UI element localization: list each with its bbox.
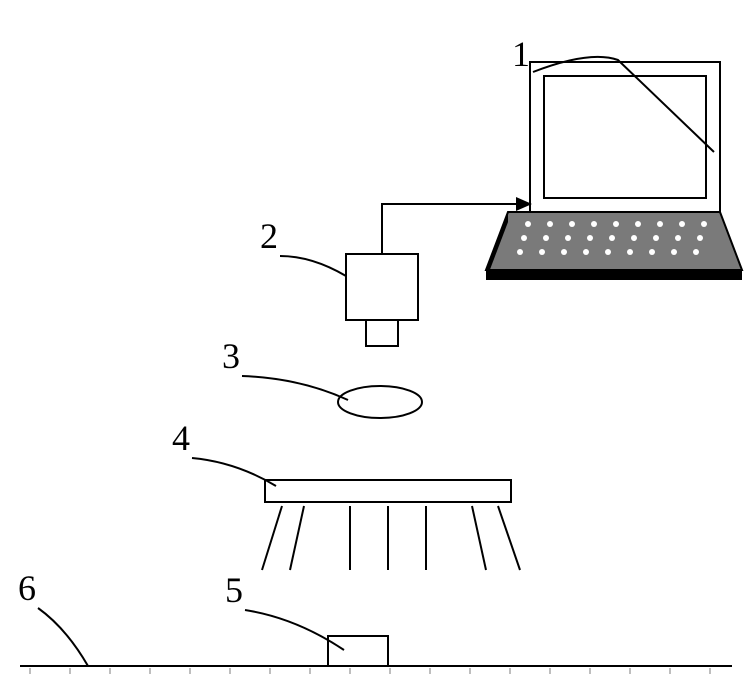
laptop-screen-inner: [544, 76, 706, 198]
laptop-screen-outer: [530, 62, 720, 212]
camera-body: [346, 254, 418, 320]
leader-5: [245, 610, 344, 650]
label-6: 6: [18, 568, 36, 608]
label-4: 4: [172, 418, 190, 458]
leader-4: [192, 458, 276, 486]
leader-lines: [38, 57, 714, 666]
light-bar: [265, 480, 511, 502]
target-block: [328, 636, 388, 666]
laptop-front-edge: [486, 270, 742, 280]
light-rays: [262, 506, 520, 570]
camera: [346, 254, 418, 346]
leader-3: [242, 376, 348, 400]
label-1: 1: [512, 34, 530, 74]
label-5: 5: [225, 570, 243, 610]
system-schematic: 1 2 3 4 5 6: [0, 0, 745, 697]
label-3: 3: [222, 336, 240, 376]
leader-6: [38, 608, 88, 666]
laptop: [486, 62, 742, 280]
camera-lens: [366, 320, 398, 346]
label-2: 2: [260, 216, 278, 256]
leader-2: [280, 256, 346, 276]
light-source: [262, 480, 520, 570]
leader-1: [533, 57, 714, 152]
laptop-keyboard: [486, 212, 742, 270]
sample-ellipse: [338, 386, 422, 418]
baseline: [20, 666, 732, 674]
